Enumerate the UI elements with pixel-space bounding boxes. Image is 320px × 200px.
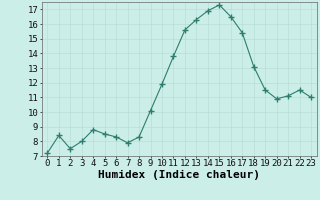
X-axis label: Humidex (Indice chaleur): Humidex (Indice chaleur) xyxy=(98,170,260,180)
